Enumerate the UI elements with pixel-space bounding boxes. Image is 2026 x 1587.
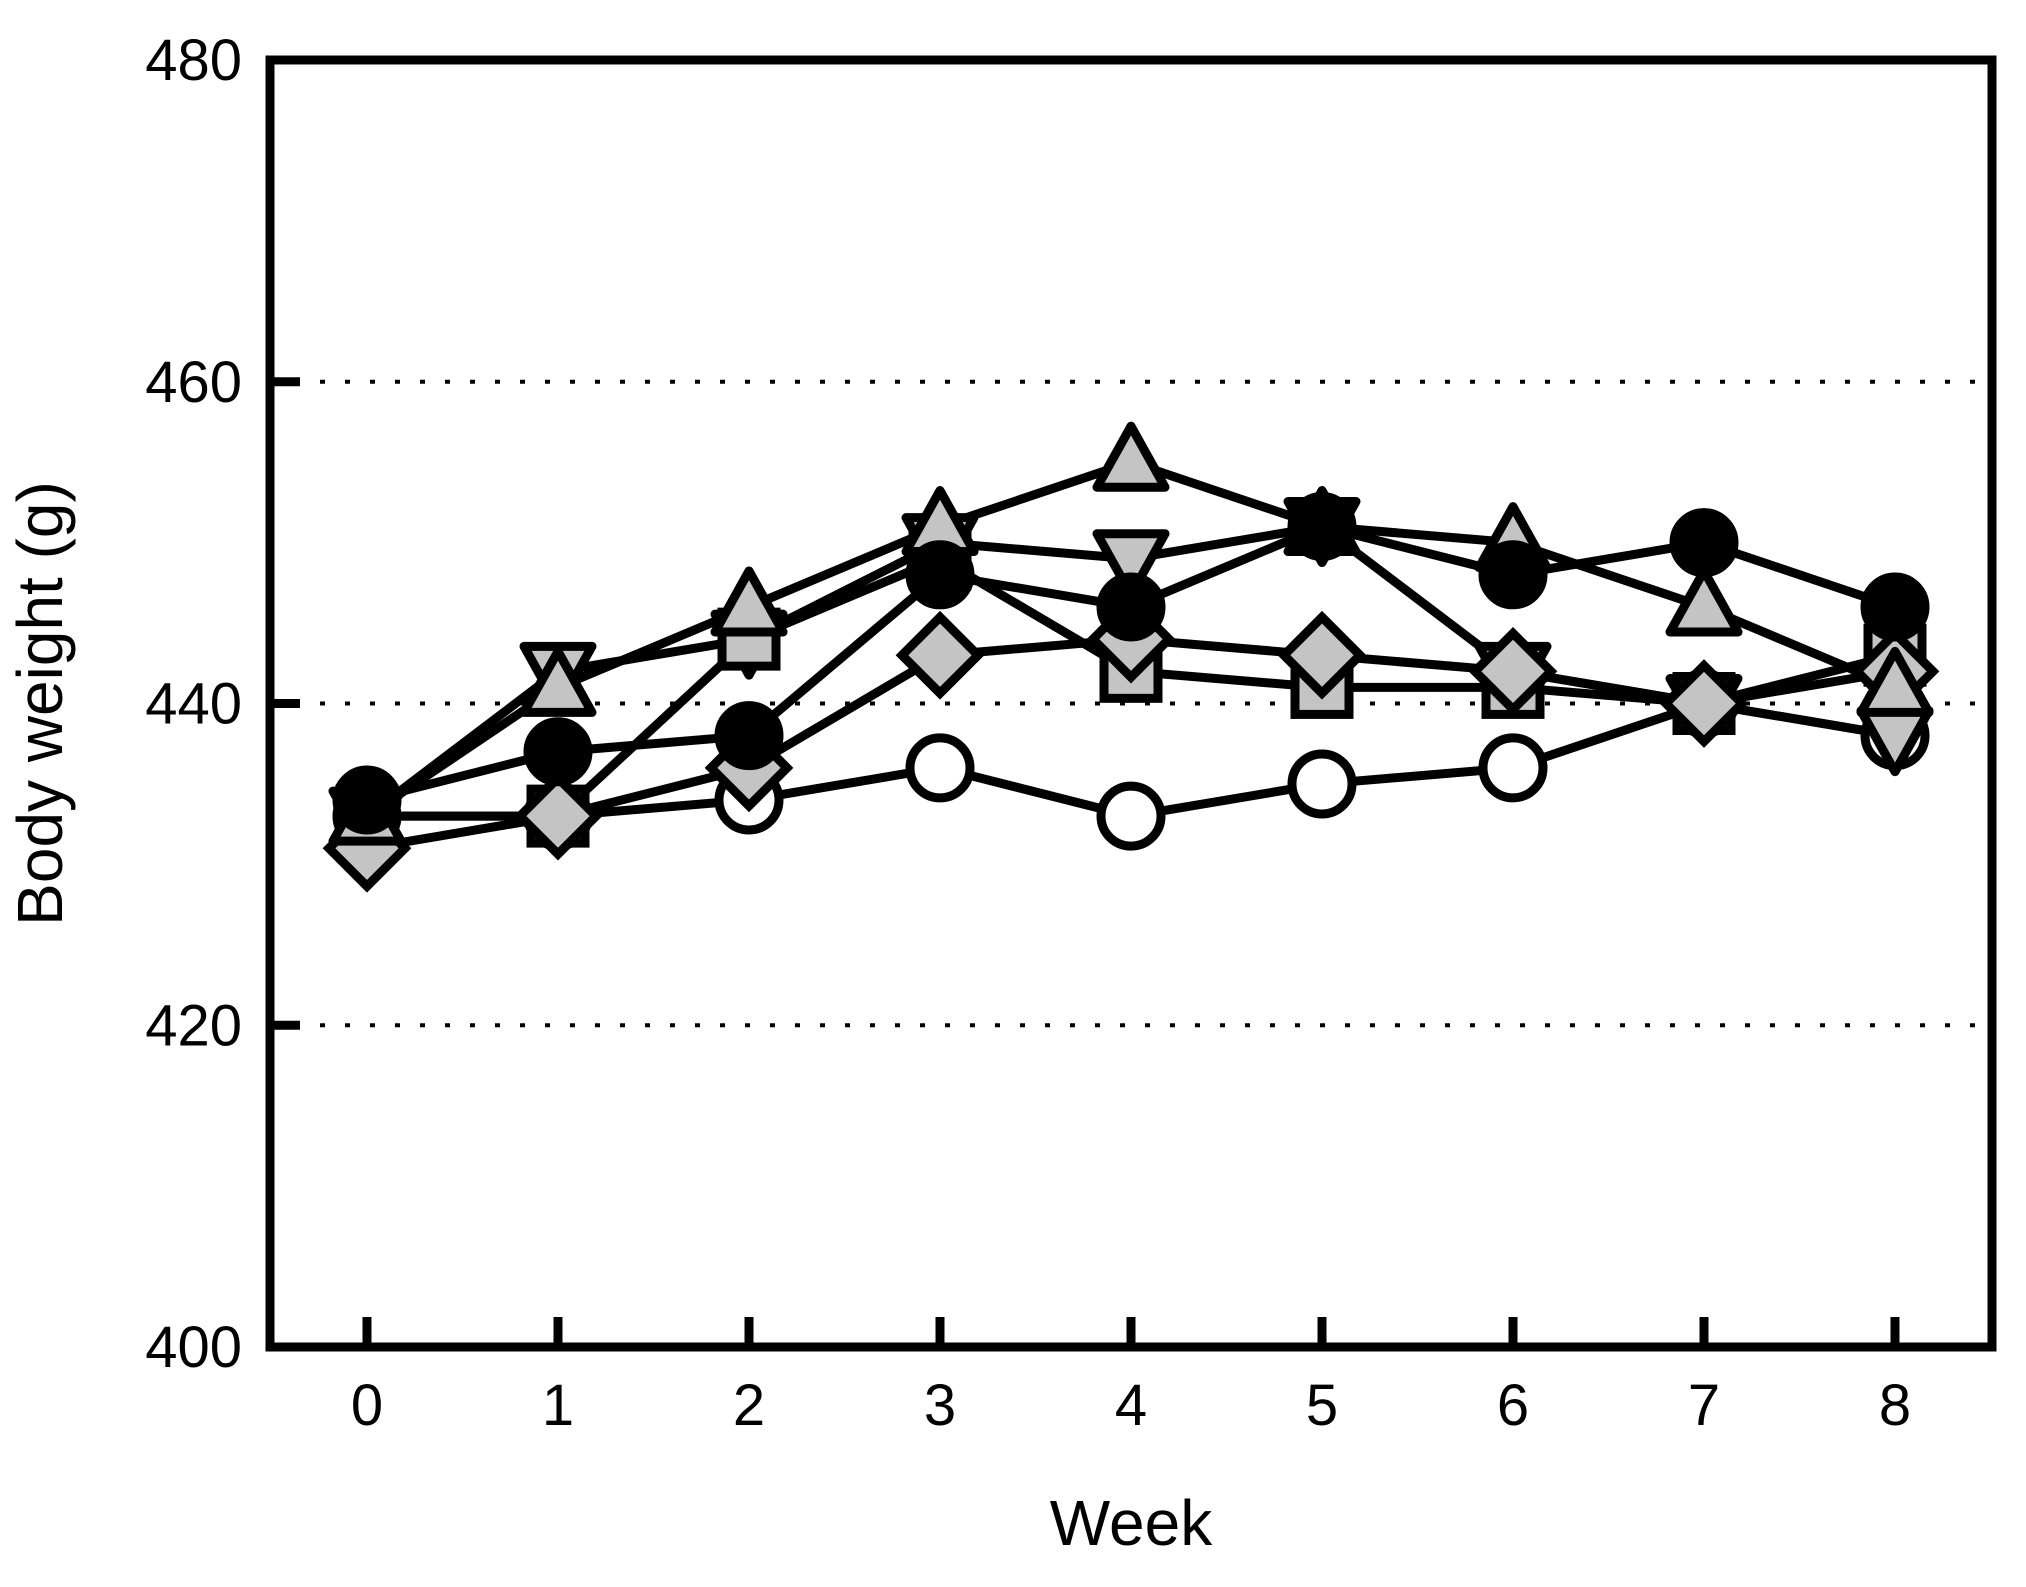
x-tick-label-3: 3 (924, 1373, 956, 1438)
x-tick-label-2: 2 (733, 1373, 765, 1438)
marker-filled-circle-week-7 (1669, 508, 1739, 578)
marker-diamond-week-7 (1659, 659, 1749, 748)
marker-open-circle-week-6 (1478, 733, 1548, 803)
marker-filled-circle-week-8 (1860, 572, 1930, 642)
marker-filled-circle-week-0 (332, 765, 402, 835)
marker-filled-circle-week-1 (523, 717, 593, 787)
marker-diamond-week-6 (1468, 626, 1558, 716)
x-tick-label-5: 5 (1306, 1373, 1338, 1438)
marker-diamond-week-3 (895, 610, 985, 700)
y-tick-label-460: 460 (145, 350, 242, 415)
marker-filled-circle-week-5 (1287, 492, 1357, 562)
marker-up-triangle-week-8 (1856, 646, 1934, 717)
marker-down-triangle-week-4 (1092, 529, 1170, 600)
marker-up-triangle-week-4 (1092, 421, 1170, 492)
y-tick-label-480: 480 (145, 28, 242, 93)
marker-open-circle-week-5 (1287, 749, 1357, 819)
marker-up-triangle-week-2 (710, 566, 788, 637)
x-axis-title: Week (1050, 1487, 1213, 1559)
y-tick-label-420: 420 (145, 993, 242, 1058)
marker-diamond-week-1 (513, 771, 603, 861)
marker-filled-circle-week-2 (714, 701, 784, 771)
x-tick-label-8: 8 (1879, 1373, 1911, 1438)
marker-filled-circle-week-3 (905, 540, 975, 610)
x-tick-label-6: 6 (1497, 1373, 1529, 1438)
marker-open-circle-week-4 (1096, 781, 1166, 851)
marker-filled-circle-week-6 (1478, 540, 1548, 610)
x-tick-label-1: 1 (542, 1373, 574, 1438)
marker-open-circle-week-3 (905, 733, 975, 803)
x-tick-label-0: 0 (351, 1373, 383, 1438)
marker-up-triangle-week-7 (1665, 566, 1743, 637)
y-tick-label-400: 400 (145, 1315, 242, 1380)
y-tick-label-440: 440 (145, 672, 242, 737)
marker-up-triangle-week-1 (519, 646, 597, 717)
marker-diamond-week-5 (1277, 610, 1367, 700)
y-axis-title: Body weight (g) (4, 481, 76, 926)
x-tick-label-4: 4 (1115, 1373, 1147, 1438)
marker-filled-circle-week-4 (1096, 572, 1166, 642)
x-tick-label-7: 7 (1688, 1373, 1720, 1438)
